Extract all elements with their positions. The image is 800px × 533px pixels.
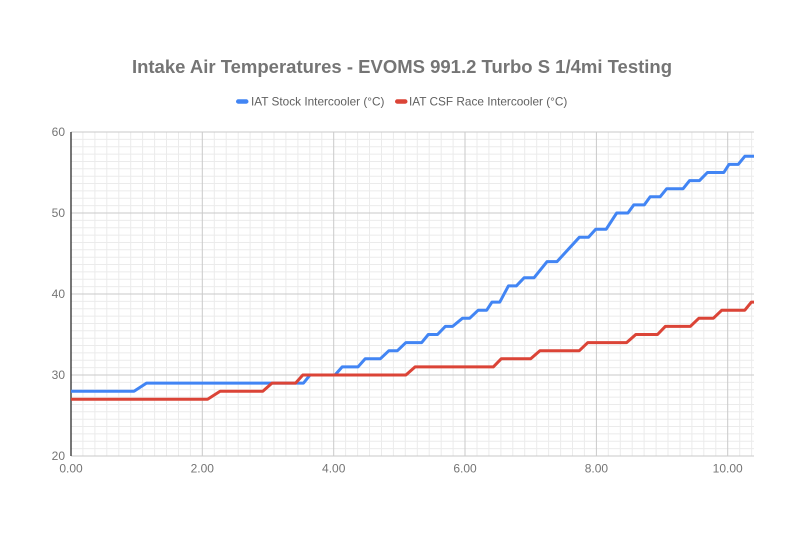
- svg-text:10.00: 10.00: [713, 462, 743, 476]
- svg-text:Intake Air Temperatures - EVOM: Intake Air Temperatures - EVOMS 991.2 Tu…: [132, 56, 672, 77]
- svg-text:4.00: 4.00: [322, 462, 346, 476]
- svg-text:60: 60: [52, 125, 66, 139]
- svg-text:IAT CSF Race Intercooler (°C): IAT CSF Race Intercooler (°C): [409, 95, 567, 109]
- svg-text:IAT Stock Intercooler (°C): IAT Stock Intercooler (°C): [251, 95, 385, 109]
- svg-text:2.00: 2.00: [191, 462, 215, 476]
- svg-text:6.00: 6.00: [453, 462, 477, 476]
- svg-text:20: 20: [52, 449, 66, 463]
- svg-text:8.00: 8.00: [585, 462, 609, 476]
- svg-text:40: 40: [52, 287, 66, 301]
- svg-text:50: 50: [52, 206, 66, 220]
- svg-text:30: 30: [52, 368, 66, 382]
- svg-text:0.00: 0.00: [59, 462, 83, 476]
